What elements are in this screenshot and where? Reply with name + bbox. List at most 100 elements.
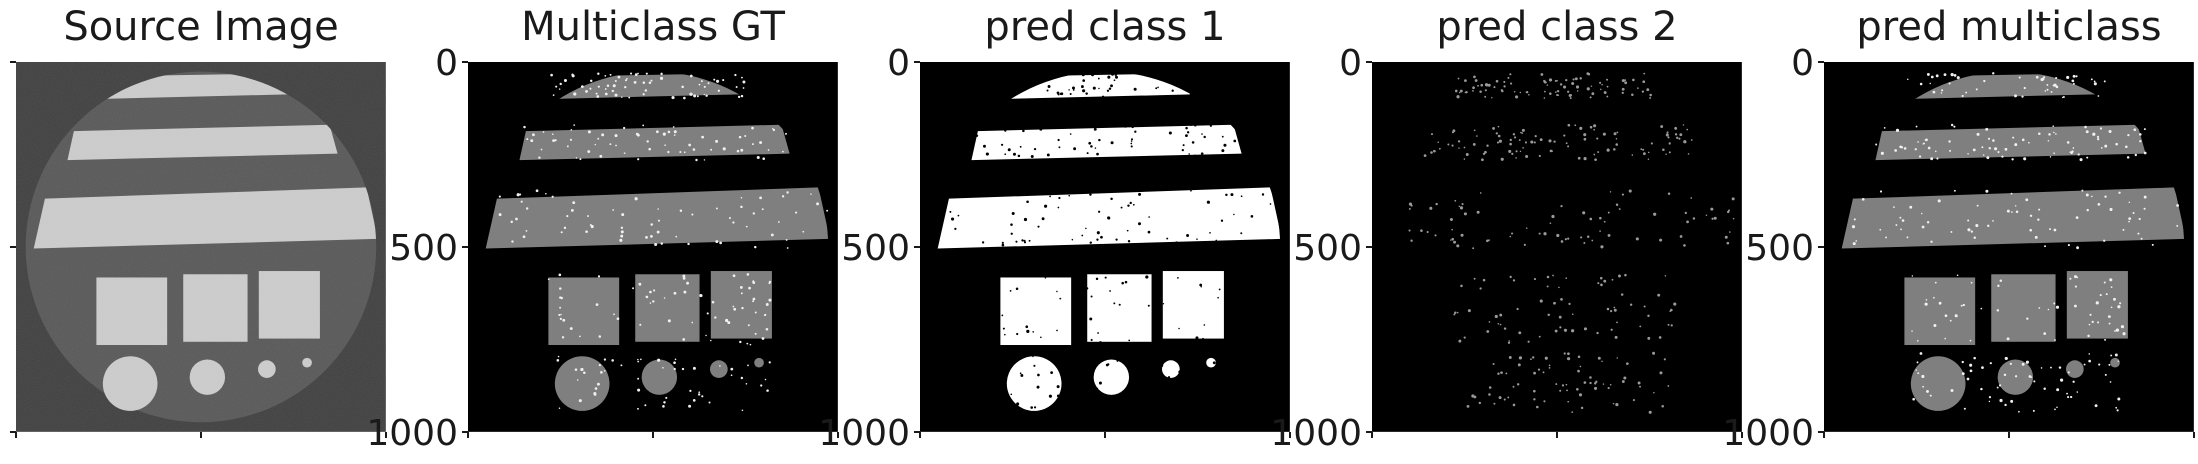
speckle-dot (609, 143, 612, 146)
speckle-dot (1591, 239, 1594, 242)
speckle-dot (654, 242, 658, 247)
speckle-dot (696, 95, 699, 98)
speckle-dot (1166, 237, 1169, 240)
speckle-dot (1157, 77, 1160, 80)
speckle-dot (1484, 95, 1487, 98)
speckle-dot (1488, 386, 1492, 389)
speckle-dot (1082, 89, 1086, 93)
speckle-dot (1099, 341, 1102, 344)
speckle-dot (657, 358, 661, 362)
speckle-dot (1495, 79, 1499, 83)
y-tick-label-500: 500 (389, 228, 458, 269)
speckle-dot (766, 389, 769, 392)
speckle-dot (1571, 313, 1574, 316)
speckle-dot (1048, 394, 1052, 398)
speckle-dot (768, 282, 771, 285)
speckle-dot (1203, 324, 1206, 326)
speckle-dot (1202, 372, 1206, 376)
speckle-dot (1456, 95, 1460, 99)
speckle-dot (2014, 94, 2018, 98)
speckle-dot (1534, 135, 1537, 138)
speckle-dot (650, 234, 653, 238)
speckle-dot (1954, 314, 1958, 318)
speckle-dot (1662, 148, 1665, 151)
speckle-dot (713, 78, 716, 81)
speckle-dot (1852, 242, 1856, 246)
speckle-dot (1956, 76, 1960, 80)
speckle-dot (2132, 211, 2135, 215)
speckle-dot (681, 85, 684, 89)
speckle-dot (652, 300, 655, 303)
speckle-dot (1599, 216, 1602, 220)
speckle-dot (1183, 155, 1186, 158)
speckle-dot (1684, 211, 1687, 215)
speckle-dot (949, 210, 952, 213)
speckle-dot (1546, 275, 1550, 279)
speckle-dot (1568, 302, 1571, 306)
speckle-dot (1548, 364, 1551, 367)
speckle-dot (657, 208, 659, 210)
speckle-dot (1023, 84, 1027, 88)
speckle-dot (2094, 404, 2098, 408)
speckle-dot (1433, 149, 1436, 153)
speckle-dot (1147, 230, 1151, 234)
object-circle-tiny (2110, 357, 2120, 368)
speckle-dot (542, 131, 545, 133)
speckle-dot (516, 193, 520, 197)
speckle-dot (1965, 91, 1968, 94)
speckle-dot (1944, 337, 1946, 340)
speckle-dot (1996, 386, 1999, 389)
speckle-dot (1938, 301, 1942, 305)
speckle-dot (1603, 91, 1607, 95)
speckle-dot (768, 298, 772, 302)
speckle-dot (1146, 373, 1150, 377)
speckle-dot (746, 342, 749, 345)
speckle-dot (2104, 338, 2107, 341)
speckle-dot (2117, 305, 2121, 309)
speckle-dot (1543, 97, 1546, 99)
speckle-dot (1503, 398, 1506, 401)
speckle-dot (1167, 376, 1171, 379)
speckle-dot (749, 343, 752, 346)
speckle-dot (1853, 218, 1856, 221)
speckle-dot (683, 96, 686, 100)
speckle-dot (637, 358, 639, 361)
speckle-dot (1970, 281, 1973, 284)
speckle-dot (1578, 393, 1583, 397)
speckle-dot (551, 133, 554, 135)
speckle-dot (1571, 411, 1574, 413)
speckle-dot (740, 94, 744, 98)
speckle-dot (566, 215, 569, 218)
speckle-dot (1555, 383, 1558, 386)
speckle-dot (2134, 153, 2138, 157)
speckle-dot (1130, 142, 1133, 145)
speckle-dot (1507, 396, 1510, 399)
speckle-dot (689, 92, 693, 96)
speckle-dot (1595, 380, 1598, 383)
speckle-dot (1623, 376, 1627, 380)
speckle-dot (1561, 384, 1565, 387)
speckle-dot (1564, 238, 1567, 241)
speckle-dot (2120, 325, 2125, 329)
speckle-dot (1072, 89, 1075, 91)
speckle-dot (1230, 193, 1234, 197)
speckle-dot (1566, 357, 1571, 361)
speckle-dot (1467, 309, 1471, 313)
speckle-dot (1676, 136, 1679, 139)
speckle-dot (1593, 153, 1596, 156)
speckle-dot (1460, 284, 1463, 288)
speckle-dot (717, 89, 721, 92)
speckle-dot (1199, 81, 1202, 85)
speckle-dot (1065, 73, 1068, 76)
speckle-dot (2014, 205, 2017, 207)
speckle-dot (613, 313, 615, 316)
speckle-dot (1543, 79, 1546, 83)
speckle-dot (1105, 356, 1108, 359)
speckle-dot (637, 388, 641, 392)
speckle-dot (1618, 274, 1621, 278)
speckle-dot (1137, 222, 1141, 226)
speckle-dot (1451, 228, 1453, 231)
speckle-dot (1138, 192, 1142, 196)
speckle-dot (1621, 380, 1625, 383)
speckle-dot (2128, 217, 2132, 221)
